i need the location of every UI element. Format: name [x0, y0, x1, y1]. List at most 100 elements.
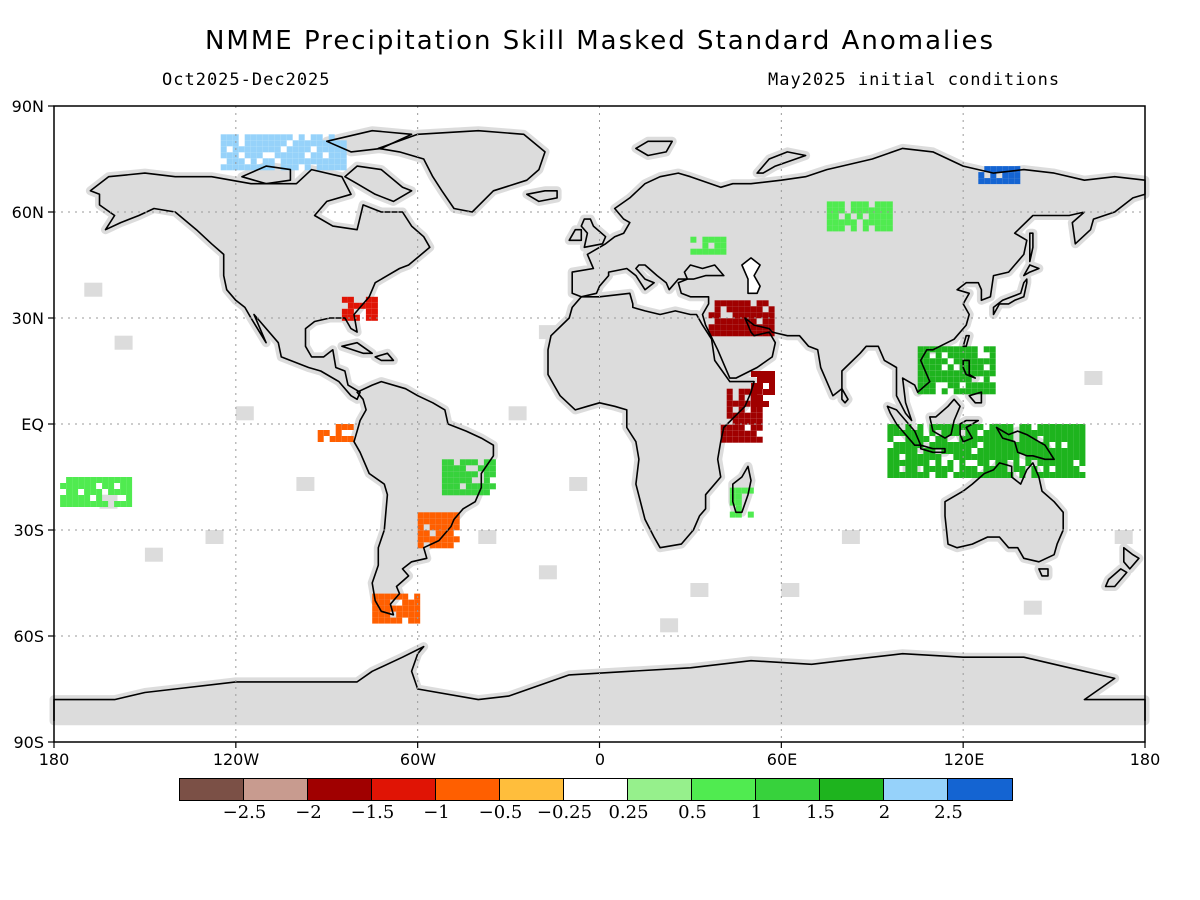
coastline-antarctica — [53, 645, 1146, 721]
lon-label-180e: 180 — [1129, 750, 1161, 769]
mask-ocean-cell — [144, 547, 163, 562]
anomaly-patch — [60, 477, 133, 507]
legend-tick-label: 2.5 — [934, 802, 963, 823]
mask-ocean-cell — [84, 282, 103, 297]
coastline-philippines-luzon — [962, 359, 977, 379]
lat-label-eq: EQ — [21, 415, 44, 434]
lat-label-60n: 60N — [11, 203, 44, 222]
legend-tick-label: −0.5 — [478, 802, 523, 823]
legend-tick-label: 2 — [878, 802, 891, 823]
coastline-novaya-zemlya — [756, 151, 807, 174]
legend-swatch — [564, 779, 628, 800]
legend-swatch — [948, 779, 1012, 800]
legend-tick-label: −1.5 — [350, 802, 395, 823]
legend-swatch — [180, 779, 244, 800]
coastline-taiwan — [962, 334, 970, 348]
mask-ocean-cell — [569, 477, 588, 491]
coastline-eurasia — [571, 147, 1146, 422]
coastline-philippines-mindanao — [968, 391, 983, 404]
legend-swatch — [436, 779, 500, 800]
legend-tick-label: 1.5 — [806, 802, 835, 823]
coastline-great-britain — [580, 218, 607, 249]
lat-label-30s: 30S — [13, 521, 44, 540]
coastline-hispaniola — [374, 352, 395, 362]
coastline-new-zealand-north — [1123, 546, 1140, 570]
anomaly-patch — [887, 424, 1086, 478]
legend-swatch — [692, 779, 756, 800]
legend-swatch — [628, 779, 692, 800]
coastline-sri-lanka — [841, 387, 849, 404]
anomaly-patch — [978, 166, 1021, 185]
coastline-ireland — [568, 228, 583, 242]
coastline-new-zealand-south — [1104, 568, 1128, 588]
mask-ocean-cell — [478, 530, 497, 544]
coastline-java — [919, 444, 946, 454]
legend-swatch — [500, 779, 564, 800]
anomaly-patch — [220, 134, 347, 171]
lon-label-60w: 60W — [399, 750, 437, 769]
mask-ocean-cell — [508, 406, 527, 421]
legend-swatch — [372, 779, 436, 800]
mask-ocean-cell — [1084, 371, 1103, 385]
legend-tick-label: −1 — [423, 802, 450, 823]
legend-tick-label: 1 — [750, 802, 763, 823]
coastline-hokkaido — [1023, 264, 1040, 277]
lon-label-120w: 120W — [212, 750, 260, 769]
axis-ticks — [48, 105, 1146, 748]
initial-conditions: May2025 initial conditions — [768, 70, 1061, 90]
coastline-north-america — [89, 168, 431, 401]
coastline-iceland — [526, 190, 558, 203]
legend-tick-label: 0.25 — [608, 802, 649, 823]
coastline-layer — [53, 129, 1146, 721]
legend-swatch — [756, 779, 820, 800]
mask-ocean-cell — [114, 335, 133, 350]
legend-tick-label: −0.25 — [536, 802, 593, 823]
lon-label-180w: 180 — [38, 750, 70, 769]
coastline-borneo — [929, 398, 961, 439]
lon-label-120e: 120E — [943, 750, 985, 769]
coastline-victoria-island — [241, 165, 292, 185]
mask-ocean-cell — [1114, 530, 1133, 544]
coastline-south-america — [353, 380, 495, 616]
legend-swatch — [884, 779, 948, 800]
coastline-baffin-island — [344, 165, 413, 203]
coastline-sakhalin — [1029, 232, 1034, 263]
anomaly-patch — [690, 236, 727, 255]
lat-label-30n: 30N — [11, 309, 44, 328]
mask-svalbard — [631, 136, 677, 160]
legend-tick-label: −2.5 — [222, 802, 267, 823]
forecast-period: Oct2025-Dec2025 — [162, 70, 331, 90]
lat-label-90s: 90S — [13, 733, 44, 752]
coastline-cuba — [341, 341, 373, 355]
mask-ocean-cell — [1023, 600, 1042, 615]
anomaly-layer — [60, 134, 1086, 624]
mask-ocean-cell — [296, 477, 315, 491]
lat-label-60s: 60S — [13, 627, 44, 646]
coastline-sumatra — [886, 405, 922, 446]
mask-ocean-cell — [538, 325, 557, 340]
coastline-greenland — [377, 129, 546, 213]
anomaly-patch — [317, 424, 354, 442]
legend-tick-label: −2 — [295, 802, 322, 823]
legend-swatch — [820, 779, 884, 800]
color-legend — [179, 778, 1013, 801]
anomaly-patch — [917, 346, 996, 395]
mask-ocean-cell — [660, 618, 679, 633]
coastline-australia — [944, 462, 1064, 563]
legend-swatch — [308, 779, 372, 800]
coastline-tasmania — [1038, 568, 1049, 577]
coastline-madagascar — [732, 465, 752, 514]
coastline-ellesmere — [326, 129, 413, 153]
anomaly-patch — [826, 201, 893, 232]
lat-label-90n: 90N — [11, 97, 44, 116]
mask-ocean-cell — [205, 530, 224, 544]
mask-caspian-sea — [741, 257, 761, 294]
anomaly-patch — [751, 371, 775, 407]
coastline-japan — [992, 278, 1028, 316]
legend-tick-label: 0.5 — [678, 802, 707, 823]
mask-ocean-cell — [538, 565, 557, 580]
coastline-caspian-sea — [741, 257, 761, 295]
lon-label-60e: 60E — [766, 750, 798, 769]
map-title: NMME Precipitation Skill Masked Standard… — [204, 26, 996, 56]
